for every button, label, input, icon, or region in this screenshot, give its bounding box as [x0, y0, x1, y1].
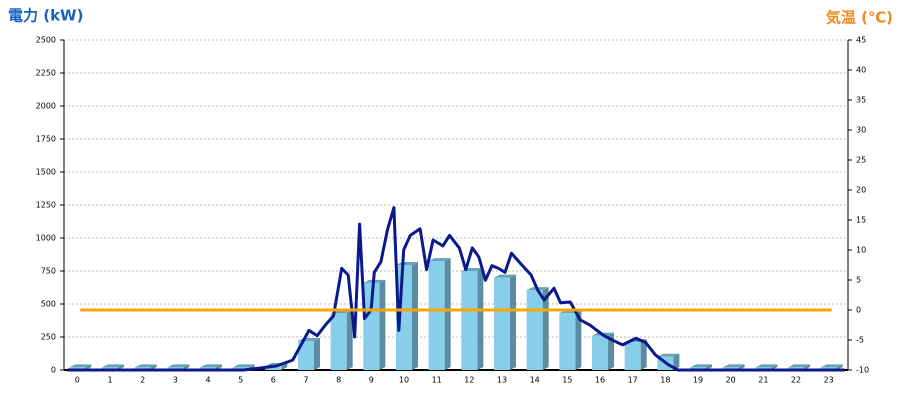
bar-top	[690, 364, 712, 368]
y-tick-label: 1500	[36, 168, 56, 177]
bar-front	[624, 342, 641, 370]
x-tick-label: 15	[562, 376, 572, 385]
bar-side	[314, 337, 320, 370]
x-tick-label: 3	[173, 376, 178, 385]
bar-front	[428, 261, 445, 370]
y2-tick-label: -10	[856, 366, 869, 375]
y2-tick-label: -5	[856, 336, 864, 345]
bar-top	[722, 364, 745, 368]
bar-side	[346, 310, 353, 370]
x-tick-label: 17	[628, 376, 638, 385]
bar-top	[232, 364, 255, 368]
bar-front	[363, 282, 380, 370]
y2-tick-label: 15	[856, 216, 866, 225]
y2-tick-label: 40	[856, 66, 866, 75]
bar-side	[281, 363, 288, 370]
bar-side	[542, 287, 549, 370]
bar-side	[444, 258, 451, 370]
bar	[298, 337, 320, 370]
x-tick-label: 2	[140, 376, 145, 385]
bar-top	[102, 364, 124, 368]
bar-side	[673, 353, 680, 370]
bar-front	[265, 366, 282, 370]
y-axis-title: 電力 (kW)	[8, 7, 83, 25]
y2-tick-label: 30	[856, 126, 866, 135]
x-tick-label: 22	[791, 376, 801, 385]
bar-front	[559, 313, 576, 370]
bar-top	[820, 364, 843, 368]
y-tick-label: 0	[51, 366, 56, 375]
x-tick-label: 14	[530, 376, 540, 385]
x-tick-label: 8	[336, 376, 341, 385]
bar-side	[477, 268, 484, 370]
x-tick-label: 13	[497, 376, 507, 385]
bar-front	[592, 335, 608, 370]
line	[67, 206, 845, 372]
y-tick-label: 500	[41, 300, 56, 309]
bar-front	[330, 313, 347, 370]
x-tick-label: 5	[238, 376, 243, 385]
y-tick-label: 1250	[36, 201, 56, 210]
y2-tick-label: 20	[856, 186, 866, 195]
y2-tick-label: 45	[856, 36, 866, 45]
bar-top	[134, 364, 157, 368]
y-tick-label: 250	[41, 333, 56, 342]
bar-side	[640, 339, 647, 370]
x-tick-label: 1	[107, 376, 112, 385]
x-tick-label: 18	[660, 376, 670, 385]
y2-tick-label: 35	[856, 96, 866, 105]
x-tick-label: 9	[369, 376, 374, 385]
bar-top	[494, 274, 516, 278]
bar-side	[575, 310, 582, 370]
bar	[461, 268, 484, 370]
bar	[363, 279, 386, 370]
bar-side	[379, 279, 386, 370]
bar	[624, 339, 647, 370]
bar-front	[461, 271, 478, 370]
bar-front	[526, 290, 543, 370]
bar	[330, 310, 353, 370]
y-tick-label: 2500	[36, 36, 56, 45]
bar-top	[788, 364, 810, 368]
bar-front	[298, 340, 314, 370]
y-tick-label: 2000	[36, 102, 56, 111]
bar-top	[657, 353, 680, 357]
x-tick-label: 16	[595, 376, 605, 385]
bar	[592, 332, 614, 370]
bar-side	[412, 262, 418, 370]
y-tick-label: 750	[41, 267, 56, 276]
x-tick-label: 10	[399, 376, 409, 385]
y2-tick-label: 0	[856, 306, 861, 315]
x-tick-label: 4	[205, 376, 210, 385]
bar-top	[167, 364, 190, 368]
x-tick-label: 0	[75, 376, 80, 385]
bar-top	[755, 364, 778, 368]
x-tick-label: 12	[464, 376, 474, 385]
bar-top	[200, 364, 222, 368]
bar-side	[608, 332, 614, 370]
x-tick-label: 20	[726, 376, 736, 385]
y2-tick-label: 25	[856, 156, 866, 165]
bar-top	[69, 364, 92, 368]
x-tick-label: 21	[758, 376, 768, 385]
y-tick-label: 1000	[36, 234, 56, 243]
y-tick-label: 1750	[36, 135, 56, 144]
x-tick-label: 19	[693, 376, 703, 385]
y-tick-label: 2250	[36, 69, 56, 78]
y2-tick-label: 5	[856, 276, 861, 285]
bar	[428, 258, 451, 370]
bar-front	[494, 277, 510, 370]
x-tick-label: 11	[432, 376, 442, 385]
bar	[494, 274, 516, 370]
bar-side	[510, 274, 516, 370]
bar-top	[428, 258, 451, 262]
x-tick-label: 6	[271, 376, 276, 385]
y2-tick-label: 10	[856, 246, 866, 255]
y2-axis-title: 気温 (℃)	[826, 9, 893, 27]
x-tick-label: 7	[303, 376, 308, 385]
bar	[559, 310, 582, 370]
x-tick-label: 23	[824, 376, 834, 385]
